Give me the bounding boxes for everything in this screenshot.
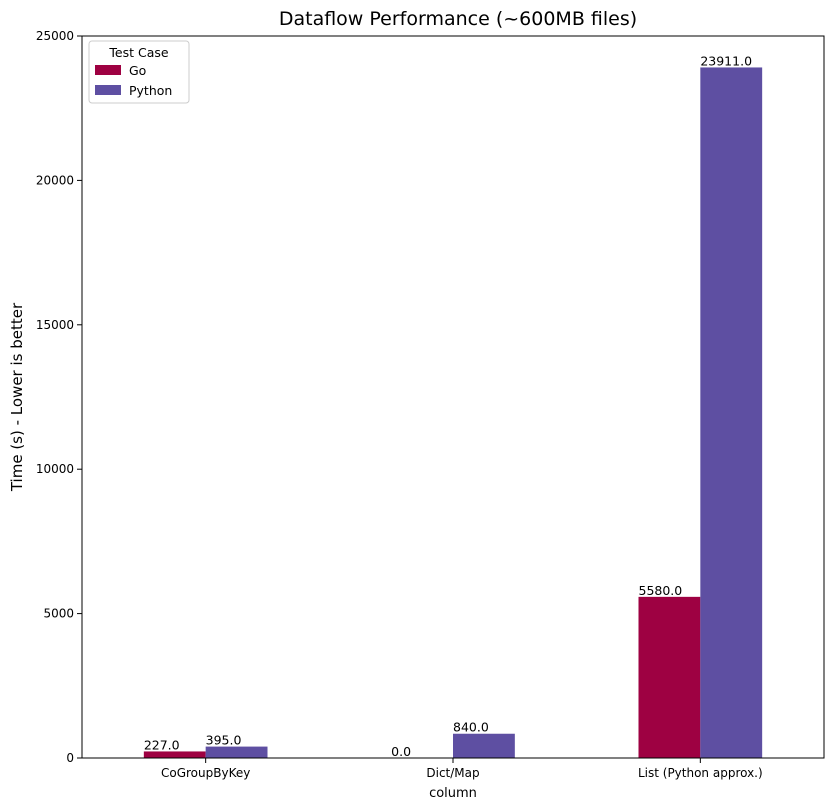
bar-python-2 [453, 733, 515, 758]
legend: Test Case Go Python [88, 40, 190, 104]
y-tick-label-5: 25000 [36, 29, 74, 43]
plot-area: 227.0 0.0 5580.0 395.0 840.0 23911.0 0 5000 1000… [36, 29, 825, 780]
data-label-python-1: 395.0 [206, 733, 242, 748]
data-label-go-1: 227.0 [144, 737, 180, 752]
bar-python-3 [700, 67, 763, 758]
bar-go-3 [638, 596, 701, 758]
data-label-python-2: 840.0 [453, 720, 489, 735]
x-axis-label: column [429, 786, 477, 801]
bar-go-1 [143, 751, 206, 758]
y-tick-label-1: 5000 [43, 607, 74, 621]
y-tick-label-0: 0 [66, 751, 74, 765]
data-label-go-3: 5580.0 [639, 583, 683, 598]
y-tick-label-4: 20000 [36, 173, 74, 187]
y-axis-label: Time (s) - Lower is better [8, 302, 26, 492]
legend-swatch-python [95, 85, 121, 95]
bar-python-1 [205, 746, 268, 758]
x-tick-label-1: Dict/Map [426, 766, 479, 780]
data-label-go-2: 0.0 [391, 744, 411, 759]
y-tick-label-3: 15000 [36, 318, 74, 332]
x-tick-label-2: List (Python approx.) [638, 766, 763, 780]
x-tick-label-0: CoGroupByKey [161, 766, 250, 780]
legend-entry-python: Python [129, 83, 172, 98]
chart-title: Dataflow Performance (~600MB files) [279, 8, 637, 30]
legend-title: Test Case [108, 45, 168, 60]
legend-swatch-go [95, 65, 121, 75]
legend-entry-go: Go [129, 63, 146, 78]
data-label-python-3: 23911.0 [700, 53, 752, 68]
y-tick-label-2: 10000 [36, 462, 74, 476]
